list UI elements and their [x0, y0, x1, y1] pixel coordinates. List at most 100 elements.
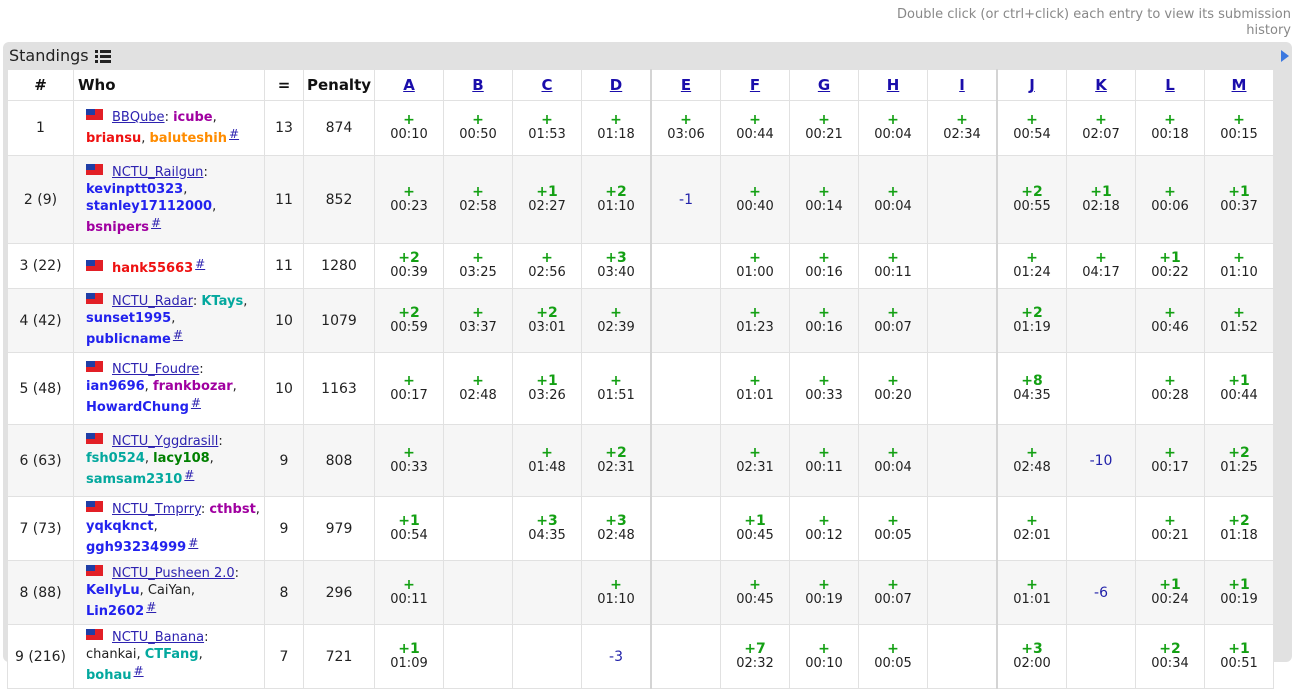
problem-cell-b[interactable]: +02:58 — [443, 155, 513, 244]
member-handle[interactable]: baluteshih — [149, 131, 227, 146]
team-link-hash[interactable]: # — [151, 215, 162, 230]
problem-cell-e[interactable]: +03:06 — [650, 100, 721, 156]
member-handle[interactable]: Lin2602 — [86, 604, 145, 619]
problem-cell-j[interactable]: +3 02:00 — [996, 624, 1067, 689]
problem-link-e[interactable]: E — [680, 76, 692, 94]
problem-cell-d[interactable]: +01:18 — [581, 100, 652, 156]
problem-cell-c[interactable]: +01:53 — [512, 100, 582, 156]
problem-cell-k[interactable] — [1066, 496, 1136, 561]
team-name-link[interactable]: NCTU_Banana — [112, 630, 205, 645]
problem-cell-m[interactable]: +00:15 — [1204, 100, 1274, 156]
member-handle[interactable]: lacy108 — [153, 451, 210, 466]
problem-cell-i[interactable] — [927, 496, 998, 561]
problem-cell-g[interactable]: +00:16 — [789, 288, 859, 353]
member-handle[interactable]: KTays — [201, 294, 244, 309]
problem-cell-h[interactable]: +00:11 — [858, 243, 928, 289]
problem-cell-c[interactable] — [512, 560, 582, 625]
team-name-link[interactable]: NCTU_Pusheen 2.0 — [112, 566, 235, 581]
table-row[interactable]: 6 (63) NCTU_Yggdrasill: fsh0524, lacy108,… — [7, 424, 1274, 497]
problem-cell-c[interactable] — [512, 624, 582, 689]
table-row[interactable]: 9 (216) NCTU_Banana: chankai, CTFang, boh… — [7, 624, 1274, 689]
team-name-link[interactable]: NCTU_Radar — [112, 294, 193, 309]
problem-cell-g[interactable]: +00:10 — [789, 624, 859, 689]
problem-cell-f[interactable]: +02:31 — [720, 424, 790, 497]
problem-cell-h[interactable]: +00:05 — [858, 624, 928, 689]
problem-cell-k[interactable]: +02:07 — [1066, 100, 1136, 156]
member-handle[interactable]: kevinptt0323 — [86, 181, 184, 197]
problem-link-g[interactable]: G — [817, 76, 831, 94]
problem-cell-f[interactable]: +7 02:32 — [720, 624, 790, 689]
problem-cell-j[interactable]: +2 00:55 — [996, 155, 1067, 244]
problem-cell-j[interactable]: +2 01:19 — [996, 288, 1067, 353]
problem-cell-f[interactable]: +1 00:45 — [720, 496, 790, 561]
problem-cell-g[interactable]: +00:12 — [789, 496, 859, 561]
problem-cell-l[interactable]: +00:06 — [1135, 155, 1205, 244]
problem-cell-i[interactable] — [927, 243, 998, 289]
problem-cell-m[interactable]: +01:52 — [1204, 288, 1274, 353]
problem-cell-m[interactable]: +1 00:37 — [1204, 155, 1274, 244]
problem-link-j[interactable]: J — [1029, 76, 1035, 94]
problem-cell-a[interactable]: +00:17 — [374, 352, 444, 425]
problem-cell-g[interactable]: +00:11 — [789, 424, 859, 497]
member-handle[interactable]: bsnipers — [86, 219, 150, 235]
member-handle[interactable]: ian9696 — [86, 379, 145, 394]
problem-cell-l[interactable]: +2 00:34 — [1135, 624, 1205, 689]
problem-cell-h[interactable]: +00:04 — [858, 100, 928, 156]
team-link-hash[interactable]: # — [172, 328, 183, 342]
problem-cell-d[interactable]: -3 — [581, 624, 652, 689]
member-handle[interactable]: publicname — [86, 332, 171, 347]
member-handle[interactable]: yqkqknct — [86, 519, 154, 534]
problem-cell-e[interactable] — [650, 560, 721, 625]
problem-cell-b[interactable]: +03:37 — [443, 288, 513, 353]
table-row[interactable]: 7 (73) NCTU_Tmprry: cthbst, yqkqknct, ggh… — [7, 496, 1274, 561]
problem-cell-m[interactable]: +1 00:51 — [1204, 624, 1274, 689]
problem-cell-l[interactable]: +00:21 — [1135, 496, 1205, 561]
problem-cell-k[interactable]: -10 — [1066, 424, 1136, 497]
problem-cell-i[interactable]: +02:34 — [927, 100, 998, 156]
problem-cell-d[interactable]: +3 03:40 — [581, 243, 652, 289]
member-handle[interactable]: fsh0524 — [86, 451, 145, 466]
problem-cell-g[interactable]: +00:14 — [789, 155, 859, 244]
problem-cell-h[interactable]: +00:07 — [858, 288, 928, 353]
problem-cell-d[interactable]: +2 01:10 — [581, 155, 652, 244]
table-row[interactable]: 1 BBQube: icube, briansu, baluteshih #13 87… — [7, 100, 1274, 156]
problem-cell-k[interactable] — [1066, 624, 1136, 689]
problem-cell-f[interactable]: +00:40 — [720, 155, 790, 244]
problem-cell-l[interactable]: +1 00:22 — [1135, 243, 1205, 289]
problem-cell-f[interactable]: +01:23 — [720, 288, 790, 353]
team-link-hash[interactable]: # — [229, 127, 240, 141]
problem-cell-i[interactable] — [927, 155, 998, 244]
problem-cell-b[interactable]: +00:50 — [443, 100, 513, 156]
problem-cell-f[interactable]: +01:00 — [720, 243, 790, 289]
problem-cell-g[interactable]: +00:21 — [789, 100, 859, 156]
problem-cell-d[interactable]: +3 02:48 — [581, 496, 652, 561]
problem-cell-g[interactable]: +00:16 — [789, 243, 859, 289]
team-link-hash[interactable]: # — [133, 664, 144, 678]
problem-cell-k[interactable] — [1066, 288, 1136, 353]
problem-cell-h[interactable]: +00:05 — [858, 496, 928, 561]
problem-cell-h[interactable]: +00:04 — [858, 155, 928, 244]
member-handle[interactable]: icube — [173, 110, 213, 125]
problem-cell-i[interactable] — [927, 424, 998, 497]
problem-cell-l[interactable]: +00:46 — [1135, 288, 1205, 353]
member-handle[interactable]: sunset1995 — [86, 311, 172, 326]
list-icon[interactable] — [94, 49, 111, 63]
problem-cell-c[interactable]: +01:48 — [512, 424, 582, 497]
problem-cell-e[interactable] — [650, 288, 721, 353]
member-handle[interactable]: cthbst — [209, 502, 256, 517]
problem-cell-a[interactable]: +2 00:39 — [374, 243, 444, 289]
problem-cell-j[interactable]: +01:01 — [996, 560, 1067, 625]
team-name-link[interactable]: NCTU_Tmprry — [112, 502, 201, 517]
member-handle[interactable]: briansu — [86, 131, 142, 146]
team-name-link[interactable]: NCTU_Yggdrasill — [112, 434, 219, 449]
problem-cell-c[interactable]: +2 03:01 — [512, 288, 582, 353]
team-link-hash[interactable]: # — [188, 536, 199, 550]
problem-cell-m[interactable]: +1 00:19 — [1204, 560, 1274, 625]
problem-cell-m[interactable]: +01:10 — [1204, 243, 1274, 289]
member-handle[interactable]: bohau — [86, 668, 132, 683]
problem-cell-j[interactable]: +01:24 — [996, 243, 1067, 289]
member-handle[interactable]: hank55663 — [112, 260, 194, 276]
problem-cell-b[interactable] — [443, 560, 513, 625]
problem-cell-e[interactable] — [650, 424, 721, 497]
problem-cell-l[interactable]: +00:28 — [1135, 352, 1205, 425]
